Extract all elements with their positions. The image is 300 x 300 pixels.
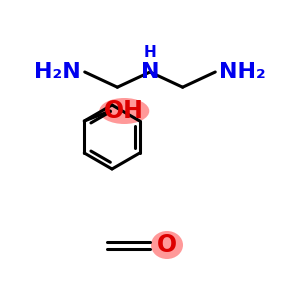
Text: OH: OH xyxy=(104,99,144,123)
Text: H: H xyxy=(144,45,156,60)
Text: O: O xyxy=(157,233,177,257)
Text: H₂N: H₂N xyxy=(34,62,81,82)
Text: NH₂: NH₂ xyxy=(219,62,266,82)
Ellipse shape xyxy=(99,98,149,124)
Text: N: N xyxy=(141,62,159,82)
Ellipse shape xyxy=(151,231,183,259)
